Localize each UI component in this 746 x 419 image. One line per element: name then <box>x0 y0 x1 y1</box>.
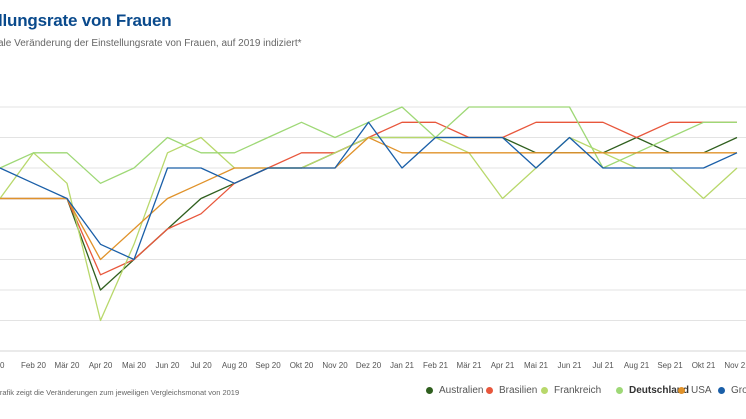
x-tick-label: Apr 21 <box>491 361 515 370</box>
x-tick-label: Feb 20 <box>21 361 46 370</box>
x-tick-label: Nov 21 <box>724 361 746 370</box>
x-tick-label: Jan 21 <box>390 361 415 370</box>
x-tick-label: Jul 21 <box>592 361 614 370</box>
x-tick-label: Jun 21 <box>557 361 582 370</box>
legend-swatch <box>426 387 433 394</box>
legend-item-usa: USA <box>678 385 712 396</box>
x-tick-label: Apr 20 <box>89 361 113 370</box>
x-tick-label: 20 <box>0 361 5 370</box>
x-tick-label: Aug 21 <box>624 361 650 370</box>
x-tick-label: Jul 20 <box>190 361 212 370</box>
x-tick-label: Mär 20 <box>55 361 80 370</box>
x-tick-label: Jun 20 <box>155 361 180 370</box>
legend-swatch <box>541 387 548 394</box>
x-tick-label: Mai 21 <box>524 361 549 370</box>
grid <box>0 106 746 352</box>
legend-label: Brasilien <box>499 385 538 396</box>
legend-swatch <box>486 387 493 394</box>
series-line-australien <box>0 136 738 291</box>
x-tick-label: Mär 21 <box>457 361 482 370</box>
chart-subtitle: ale Veränderung der Einstellungsrate von… <box>0 38 302 49</box>
chart-title: llungsrate von Frauen <box>0 11 172 30</box>
series-line-groß <box>0 121 738 261</box>
legend-label: Deutschland <box>629 385 690 396</box>
legend-item-groß: Groß <box>718 385 746 396</box>
legend-label: Frankreich <box>554 385 602 396</box>
series-line-usa <box>0 136 737 261</box>
footnote: Grafik zeigt die Veränderungen zum jewei… <box>0 388 240 397</box>
series-lines <box>0 106 738 322</box>
legend-label: Groß <box>731 385 746 396</box>
x-tick-label: Aug 20 <box>222 361 248 370</box>
legend-item-deutschland: Deutschland <box>616 385 689 396</box>
legend-label: USA <box>691 385 712 396</box>
legend-item-australien: Australien <box>426 385 483 396</box>
x-tick-label: Dez 20 <box>356 361 382 370</box>
legend-swatch <box>678 387 685 394</box>
x-tick-label: Nov 20 <box>322 361 348 370</box>
x-tick-label: Sep 20 <box>255 361 281 370</box>
legend-item-frankreich: Frankreich <box>541 385 601 396</box>
series-line-deutschland <box>0 106 737 184</box>
legend-swatch <box>616 387 623 394</box>
x-tick-label: Mai 20 <box>122 361 147 370</box>
legend-item-brasilien: Brasilien <box>486 385 537 396</box>
x-tick-label: Feb 21 <box>423 361 448 370</box>
x-tick-label: Okt 20 <box>290 361 314 370</box>
x-tick-label: Sep 21 <box>657 361 683 370</box>
x-tick-label: Okt 21 <box>692 361 716 370</box>
legend-swatch <box>718 387 725 394</box>
x-axis-ticks: 20 Feb 20 Mär 20 Apr 20 Mai 20 Jun 20 Jul 20 Au… <box>0 361 746 370</box>
legend-label: Australien <box>439 385 484 396</box>
